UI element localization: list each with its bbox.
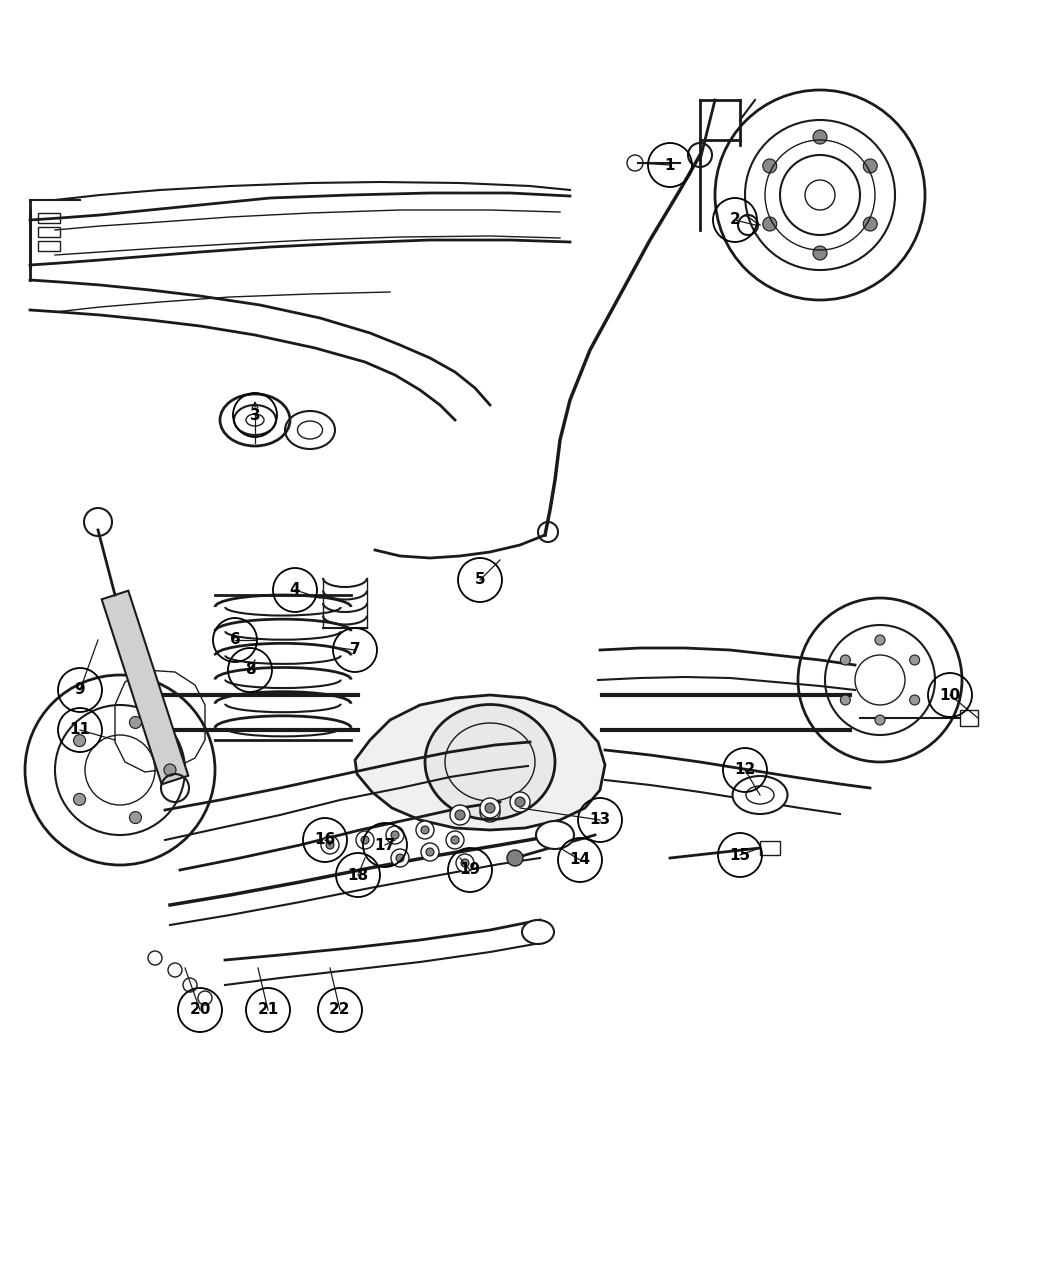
- Text: 21: 21: [257, 1002, 278, 1017]
- Circle shape: [391, 831, 399, 839]
- Circle shape: [164, 764, 176, 776]
- Circle shape: [840, 655, 850, 666]
- Text: 13: 13: [589, 812, 610, 827]
- Circle shape: [74, 734, 85, 747]
- Circle shape: [421, 843, 439, 861]
- Circle shape: [538, 521, 558, 542]
- Text: 10: 10: [940, 687, 961, 703]
- Circle shape: [446, 831, 464, 849]
- Text: 5: 5: [475, 572, 485, 588]
- Circle shape: [480, 798, 500, 819]
- Circle shape: [452, 836, 459, 844]
- Circle shape: [421, 826, 429, 834]
- Circle shape: [510, 792, 530, 812]
- Circle shape: [461, 859, 469, 867]
- Text: 3: 3: [250, 408, 260, 422]
- Circle shape: [909, 655, 920, 666]
- Circle shape: [863, 159, 877, 173]
- Polygon shape: [102, 590, 188, 784]
- Circle shape: [456, 854, 474, 872]
- Circle shape: [148, 951, 162, 965]
- Circle shape: [863, 217, 877, 231]
- Circle shape: [326, 842, 334, 849]
- Circle shape: [485, 803, 495, 813]
- Circle shape: [129, 812, 142, 824]
- Text: 22: 22: [330, 1002, 351, 1017]
- Circle shape: [875, 635, 885, 645]
- Bar: [38, 241, 60, 251]
- Circle shape: [361, 836, 369, 844]
- Bar: [38, 213, 60, 223]
- FancyBboxPatch shape: [960, 710, 978, 725]
- Text: 7: 7: [350, 643, 360, 658]
- Text: 18: 18: [348, 867, 369, 882]
- Circle shape: [762, 159, 777, 173]
- Circle shape: [396, 854, 404, 862]
- Ellipse shape: [733, 776, 788, 813]
- Circle shape: [813, 130, 827, 144]
- Circle shape: [455, 810, 465, 820]
- FancyBboxPatch shape: [760, 842, 780, 856]
- Text: 2: 2: [730, 213, 740, 227]
- Polygon shape: [355, 695, 605, 830]
- Circle shape: [840, 695, 850, 705]
- Circle shape: [129, 717, 142, 728]
- Ellipse shape: [522, 921, 554, 944]
- Text: 19: 19: [460, 862, 481, 877]
- Circle shape: [909, 695, 920, 705]
- Circle shape: [426, 848, 434, 856]
- Circle shape: [514, 797, 525, 807]
- Text: 6: 6: [230, 632, 240, 648]
- Text: 4: 4: [290, 583, 300, 598]
- Text: 15: 15: [730, 848, 751, 862]
- Circle shape: [627, 156, 643, 171]
- Circle shape: [356, 831, 374, 849]
- Text: 16: 16: [314, 833, 336, 848]
- Text: 8: 8: [245, 663, 255, 677]
- Circle shape: [416, 821, 434, 839]
- Circle shape: [183, 978, 197, 992]
- Ellipse shape: [425, 705, 555, 820]
- Ellipse shape: [536, 821, 574, 849]
- Circle shape: [762, 217, 777, 231]
- Bar: [38, 227, 60, 237]
- Text: 12: 12: [734, 762, 756, 778]
- Text: 14: 14: [569, 853, 590, 867]
- Circle shape: [198, 991, 212, 1005]
- Circle shape: [507, 850, 523, 866]
- Text: 1: 1: [665, 158, 675, 172]
- Text: 17: 17: [375, 838, 396, 853]
- Circle shape: [321, 836, 339, 854]
- Circle shape: [168, 963, 182, 977]
- Circle shape: [391, 849, 410, 867]
- Circle shape: [875, 715, 885, 725]
- Circle shape: [688, 143, 712, 167]
- Circle shape: [386, 826, 404, 844]
- Text: 20: 20: [189, 1002, 211, 1017]
- Text: 9: 9: [75, 682, 85, 697]
- Circle shape: [450, 805, 470, 825]
- Circle shape: [813, 246, 827, 260]
- Circle shape: [74, 793, 85, 806]
- Text: 11: 11: [69, 723, 90, 737]
